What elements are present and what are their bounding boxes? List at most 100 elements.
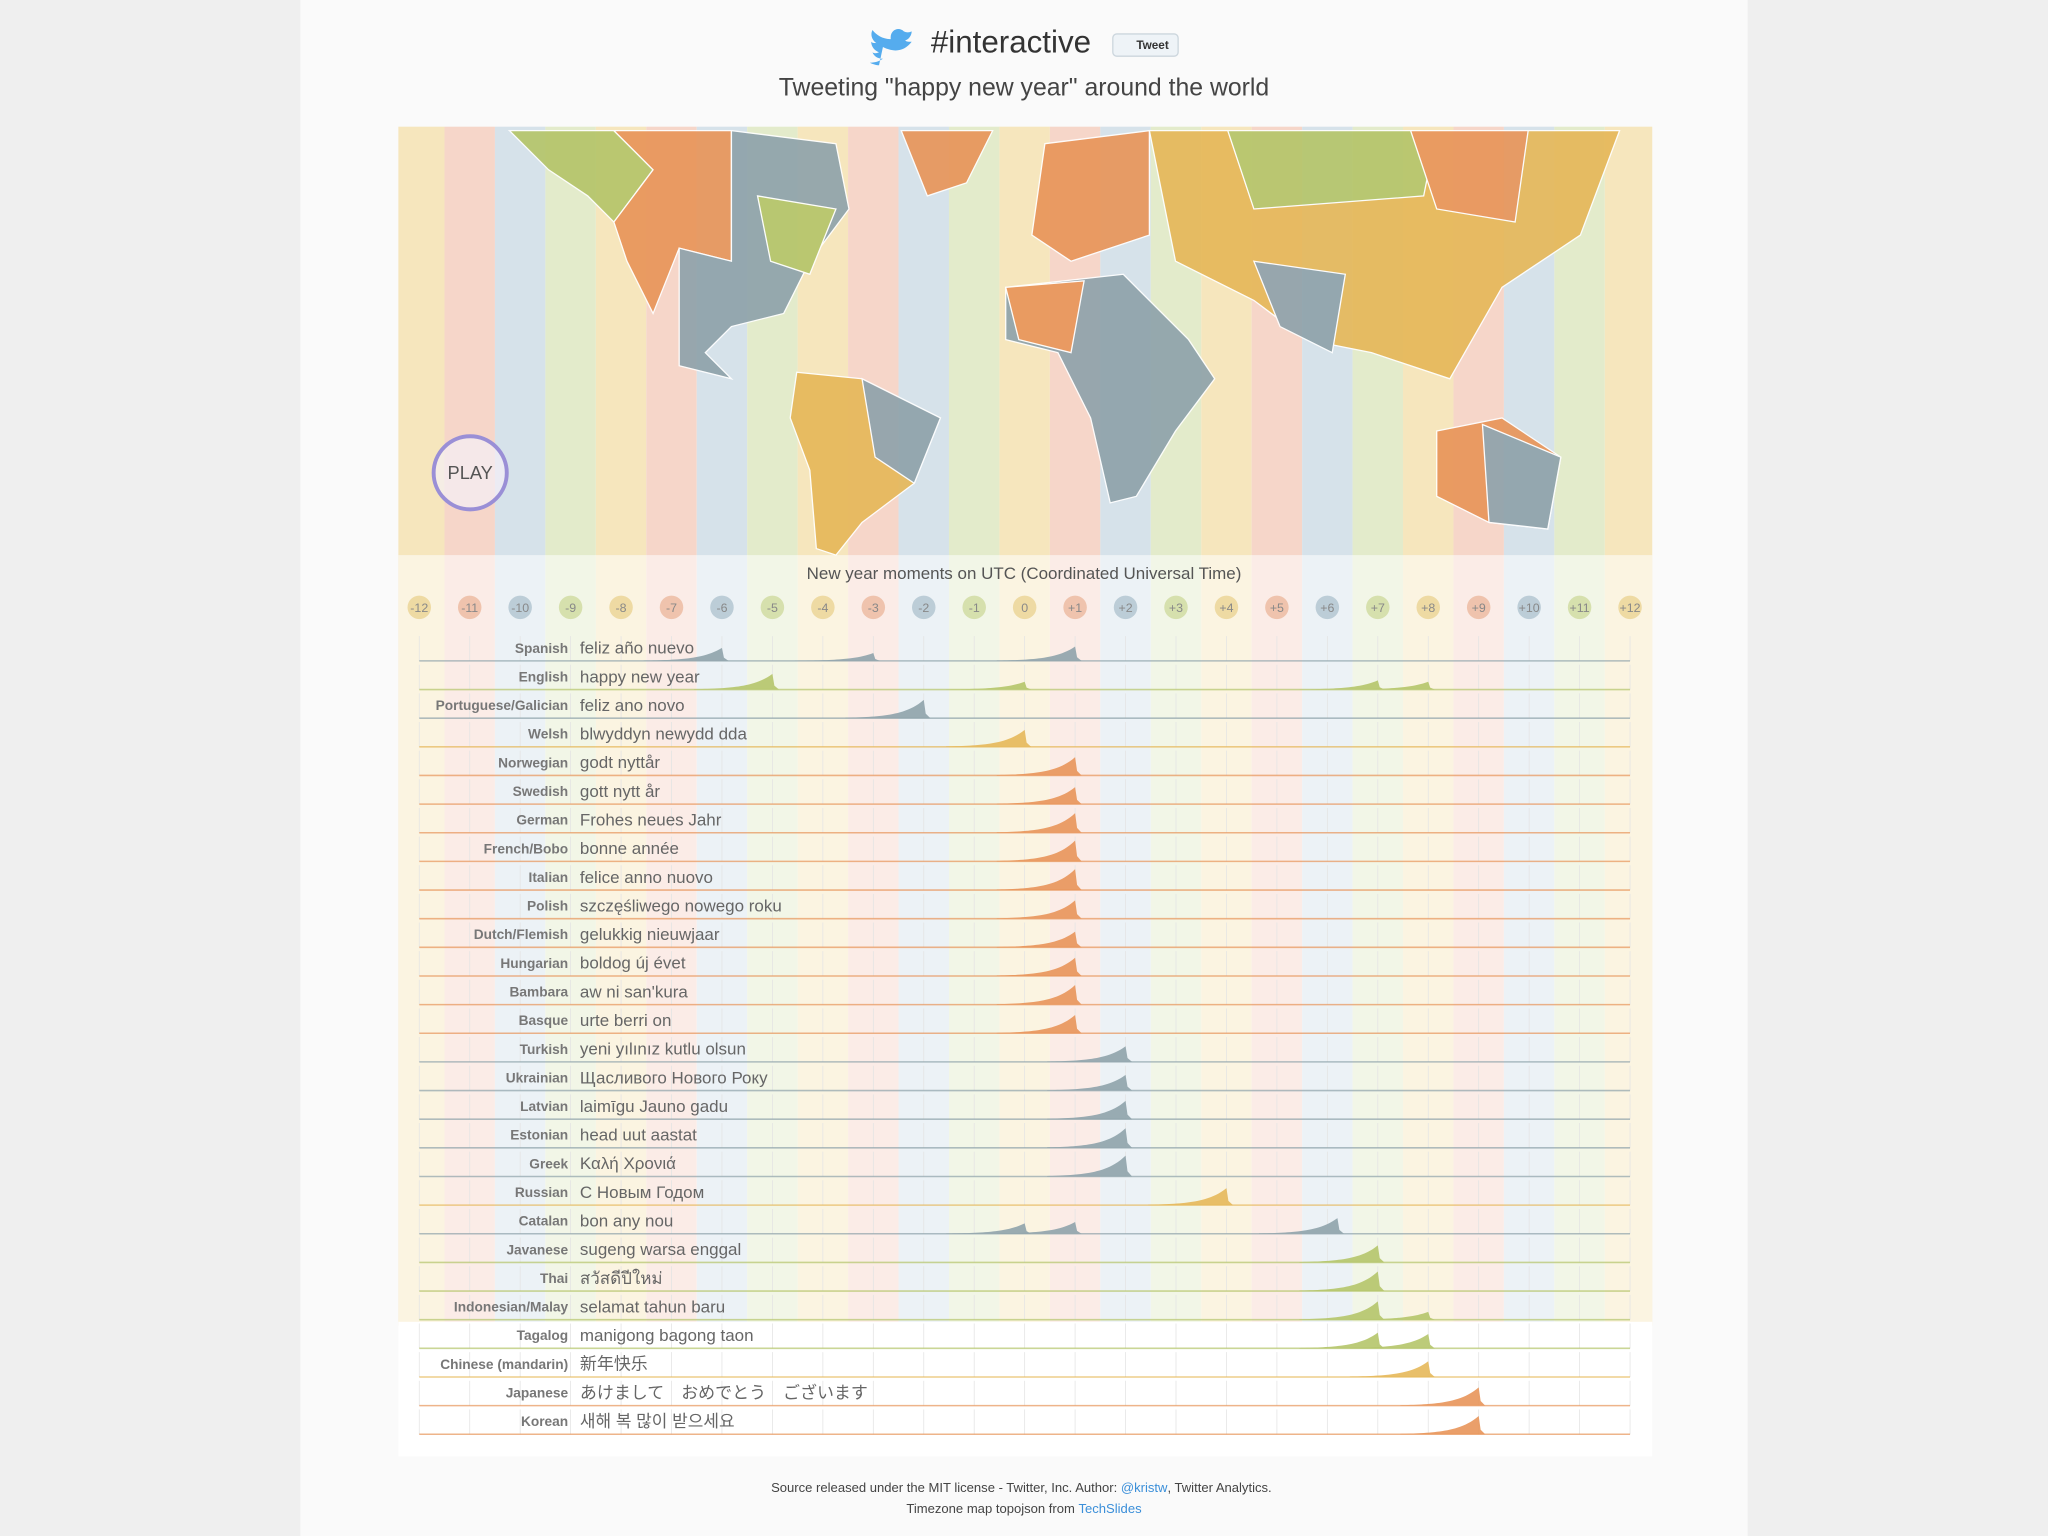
language-name: Basque [519,1013,569,1028]
timezone-label: +10 [1519,601,1540,615]
language-name: Spanish [515,641,568,656]
timezone-label: +11 [1570,601,1590,615]
language-name: Korean [521,1414,568,1429]
phrase: Καλή Χρονιά [580,1154,676,1173]
timezone-badge [1012,595,1037,620]
timezone-badge [558,595,583,620]
tweet-volume-peak [996,1222,1082,1234]
tweet-volume-peak [1299,1271,1385,1292]
timezone-badge [811,595,835,620]
footer-text: , Twitter Analytics. [1167,1480,1271,1495]
language-name: Greek [529,1156,568,1171]
language-name: Bambara [510,984,569,999]
timezone-badge [609,595,633,620]
techslides-link[interactable]: TechSlides [1079,1501,1143,1516]
timezone-label: +12 [1620,601,1641,615]
phrase: あけまして おめでとう ございます [580,1382,868,1402]
timezone-label: 0 [1021,601,1028,615]
tweet-volume-peak [996,646,1082,661]
footer-line-2: Timezone map topojson from TechSlides [906,1501,1142,1516]
phrase: С Новым Годом [580,1183,704,1202]
tweet-volume-peak [845,699,931,719]
tweet-volume-peak [1047,1128,1133,1148]
tweet-volume-peak [794,653,880,661]
phrase: gelukkig nieuwjaar [580,925,720,944]
timezone-label: -6 [716,601,727,615]
play-button[interactable] [431,434,509,512]
language-name: Swedish [513,784,569,799]
phrase: szczęśliwego nowego roku [580,896,782,915]
language-name: Russian [515,1185,568,1200]
tweet-volume-peak [996,757,1082,776]
language-name: Latvian [520,1099,568,1114]
language-name: German [516,813,568,828]
tweet-volume-peak [1349,1361,1435,1377]
footer-line-1: Source released under the MIT license - … [771,1480,1272,1495]
language-name: Catalan [519,1214,569,1229]
language-name: Polish [527,899,568,914]
land [1031,129,1151,262]
tweet-volume-peak [1400,1387,1486,1406]
tweet-volume-peak [996,1014,1082,1034]
timezone-label: -9 [565,601,576,615]
tweet-button-label[interactable]: Tweet [1136,39,1169,52]
land [900,129,994,197]
author-link[interactable]: @kristw [1121,1480,1168,1495]
land [1252,260,1347,354]
language-name: Indonesian/Malay [454,1300,569,1315]
phrase: laimīgu Jauno gadu [580,1097,728,1116]
timezone-label: +9 [1472,601,1486,615]
timezone-label: +3 [1169,601,1183,615]
land [861,377,942,485]
tweet-volume-peak [996,900,1082,919]
timezone-badge [1113,595,1138,620]
tweet-volume-peak [1299,680,1385,690]
tweet-volume-peak [996,985,1082,1005]
phrase: 새해 복 많이 받으세요 [580,1412,735,1431]
tweet-volume-peak [1259,1218,1344,1234]
land [1409,129,1529,223]
phrase: feliz ano novo [580,696,685,715]
timezone-badge [457,595,482,620]
phrase: blwyddyn newydd dda [580,725,748,744]
timezone-label: -2 [918,601,929,615]
timezone-label: +5 [1270,601,1284,615]
timezone-badge [659,595,684,620]
tweet-volume-peak [1047,1100,1133,1120]
tweet-volume-peak [996,813,1082,833]
timezone-badge [508,595,532,620]
timezone-badge [760,595,785,620]
tweet-volume-peak [996,957,1082,976]
title: #interactive [931,25,1091,60]
phrase: aw ni san'kura [580,982,688,1001]
tweet-volume-peak [1349,1333,1435,1349]
timezone-badge [1164,595,1188,620]
world-map [507,129,1621,556]
tweet-volume-peak [1047,1074,1133,1091]
tweet-volume-peak [946,681,1032,690]
language-rows: Spanish feliz año nuevo English happy new y… [418,636,1631,1436]
language-name: Dutch/Flemish [474,927,568,942]
tweet-button[interactable] [1112,33,1179,57]
play-button-label[interactable]: PLAY [448,462,493,483]
timezone-label: +6 [1320,601,1334,615]
language-name: Hungarian [500,956,568,971]
timezone-badge [1315,595,1340,620]
timezone-badge [1063,595,1087,620]
tweet-volume-peak [643,647,729,661]
language-name: Javanese [506,1242,568,1257]
tweet-volume-peak [1349,1311,1435,1320]
tweet-volume-peak [1299,1245,1385,1263]
land [678,129,850,380]
land [756,195,837,276]
phrase: 新年快乐 [580,1355,648,1374]
phrase: yeni yılınız kutlu olsun [580,1040,746,1059]
phrase: manigong bagong taon [580,1326,754,1345]
rows-fade [398,555,1653,1326]
tweet-volume-peak [694,673,779,690]
phrase: bonne année [580,839,679,858]
timezone-label: +2 [1118,601,1132,615]
tweet-volume-peak [1047,1046,1133,1062]
